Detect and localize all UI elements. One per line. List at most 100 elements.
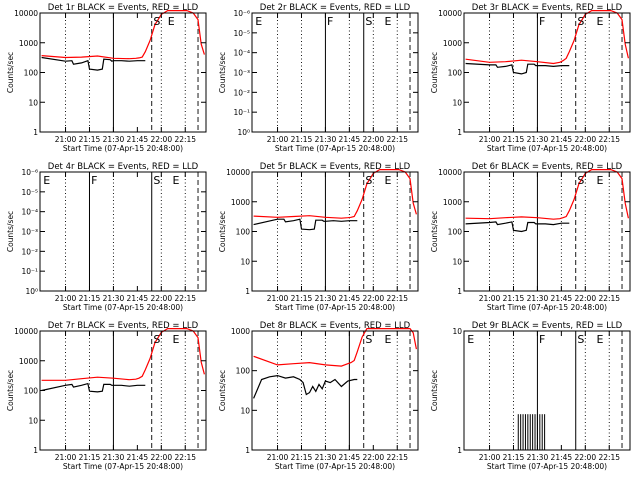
x-tick-label: 21:45: [127, 294, 149, 303]
x-tick-label: 21:45: [339, 453, 361, 462]
plot-frame: [251, 330, 419, 451]
panel-det-6: Det 6r BLACK = Events, RED = LLD S E 1 10 100…: [430, 162, 631, 312]
x-tick-label: 21:15: [291, 135, 313, 144]
y-tick-label: 100: [24, 387, 39, 396]
y-tick-label: 10: [28, 416, 38, 425]
y-tick-label: 10: [28, 98, 38, 107]
plot-frame: [39, 12, 207, 133]
x-tick-label: 21:30: [527, 453, 549, 462]
x-tick-label: 22:15: [174, 294, 196, 303]
y-tick-label: 10⁻³: [233, 69, 250, 78]
x-tick-label: 21:45: [339, 135, 361, 144]
y-tick-label: 10: [240, 406, 250, 415]
y-tick-label: 1: [457, 128, 462, 137]
y-tick-label: 10: [452, 98, 462, 107]
x-tick-label: 21:30: [527, 294, 549, 303]
x-tick-label: 22:15: [174, 135, 196, 144]
panel-title: Det 6r BLACK = Events, RED = LLD: [472, 162, 623, 172]
panel-det-7: Det 7r BLACK = Events, RED = LLD S E 1 10 100…: [6, 321, 207, 471]
x-tick-label: 21:00: [55, 294, 77, 303]
x-tick-label: 21:15: [79, 135, 101, 144]
y-tick-label: 1: [245, 446, 250, 455]
y-tick-label: 10⁻³: [21, 228, 38, 237]
x-tick-label: 21:45: [551, 135, 573, 144]
x-tick-label: 21:45: [551, 453, 573, 462]
y-tick-label: 10: [452, 257, 462, 266]
marker-label: E: [596, 15, 603, 28]
lld-series-line: [465, 169, 629, 220]
y-tick-label: 100: [236, 228, 251, 237]
x-tick-label: 21:45: [551, 294, 573, 303]
x-tick-label: 22:15: [386, 294, 408, 303]
x-axis-label: Start Time (07-Apr-15 20:48:00): [275, 144, 395, 153]
marker-label: E: [255, 15, 262, 28]
y-axis-label: Counts/sec: [6, 211, 15, 252]
x-tick-label: 21:00: [55, 135, 77, 144]
lld-series-line: [465, 10, 629, 65]
x-tick-label: 22:00: [574, 294, 596, 303]
y-tick-label: 100: [236, 367, 251, 376]
panel-det-3: Det 3r BLACK = Events, RED = LLD F S E 1 10 10…: [430, 3, 631, 153]
marker-label: F: [91, 174, 97, 187]
marker-label: S: [365, 15, 372, 28]
panel-det-5: Det 5r BLACK = Events, RED = LLD S E 1 10 100…: [218, 162, 419, 312]
x-tick-label: 22:00: [362, 135, 384, 144]
y-tick-label: 1: [457, 446, 462, 455]
y-tick-label: 10⁻⁵: [21, 188, 38, 197]
x-tick-label: 22:00: [150, 453, 172, 462]
x-tick-label: 21:30: [103, 135, 125, 144]
panel-title: Det 2r BLACK = Events, RED = LLD: [260, 3, 411, 13]
x-tick-label: 21:45: [339, 294, 361, 303]
y-tick-label: 10000: [438, 168, 462, 177]
panel-title: Det 3r BLACK = Events, RED = LLD: [472, 3, 623, 13]
events-series-line: [465, 221, 570, 233]
lld-series-line: [253, 169, 417, 219]
x-tick-label: 22:00: [574, 453, 596, 462]
x-tick-label: 22:15: [386, 453, 408, 462]
panel-det-1: Det 1r BLACK = Events, RED = LLD S E 1 10 100…: [6, 3, 207, 153]
x-tick-label: 21:00: [267, 294, 289, 303]
lld-series-line: [41, 328, 205, 381]
y-tick-label: 1000: [231, 327, 250, 336]
x-tick-label: 22:00: [150, 294, 172, 303]
y-tick-label: 10⁻⁴: [233, 49, 250, 58]
plot-frame: [251, 12, 419, 133]
x-tick-label: 22:15: [386, 135, 408, 144]
y-axis-label: Counts/sec: [6, 370, 15, 411]
y-axis-label: Counts/sec: [6, 52, 15, 93]
x-tick-label: 22:00: [574, 135, 596, 144]
x-tick-label: 21:15: [291, 294, 313, 303]
x-tick-label: 22:15: [598, 453, 620, 462]
x-tick-label: 21:00: [267, 135, 289, 144]
x-tick-label: 22:15: [598, 135, 620, 144]
y-tick-label: 10⁻⁶: [233, 9, 250, 18]
marker-label: E: [596, 174, 603, 187]
x-tick-label: 22:15: [598, 294, 620, 303]
y-tick-label: 10⁻⁵: [233, 29, 250, 38]
marker-label: E: [43, 174, 50, 187]
y-tick-label: 10⁰: [25, 287, 38, 296]
x-axis-label: Start Time (07-Apr-15 20:48:00): [275, 303, 395, 312]
y-tick-label: 10⁻⁶: [21, 168, 38, 177]
x-tick-label: 21:30: [315, 453, 337, 462]
x-tick-label: 21:45: [127, 453, 149, 462]
plot-frame: [39, 330, 207, 451]
y-axis-label: Counts/sec: [218, 370, 227, 411]
marker-label: S: [365, 333, 372, 346]
x-tick-label: 21:30: [315, 294, 337, 303]
y-tick-label: 10000: [438, 9, 462, 18]
panel-det-8: Det 8r BLACK = Events, RED = LLD S E 1 10 100…: [218, 321, 419, 471]
x-tick-label: 22:15: [174, 453, 196, 462]
y-tick-label: 10⁰: [237, 128, 250, 137]
marker-label: S: [577, 174, 584, 187]
x-tick-label: 21:00: [479, 135, 501, 144]
x-tick-label: 21:15: [503, 453, 525, 462]
marker-label: S: [577, 333, 584, 346]
y-tick-label: 10000: [14, 327, 38, 336]
y-tick-label: 1: [245, 287, 250, 296]
marker-label: E: [384, 333, 391, 346]
plot-frame: [39, 171, 207, 292]
x-tick-label: 21:30: [315, 135, 337, 144]
